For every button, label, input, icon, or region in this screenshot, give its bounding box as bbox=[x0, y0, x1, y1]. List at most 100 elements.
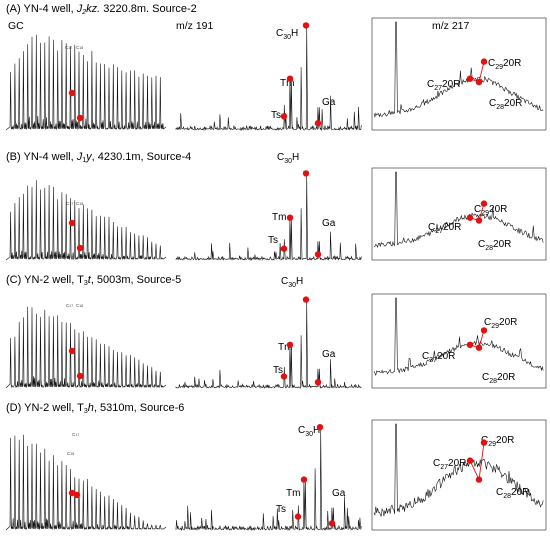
row-d-label-ga: Ga bbox=[332, 488, 346, 499]
row-b-marker-c29-20r bbox=[480, 200, 488, 207]
row-d-title: (D) YN-2 well, T3h, 5310m, Source-6 bbox=[6, 402, 184, 415]
row-c-marker-ts bbox=[280, 373, 288, 380]
column-label-gc: GC bbox=[8, 20, 24, 32]
row-b-label-c29-20r: C2920R bbox=[474, 204, 507, 217]
row-a-marker-ts bbox=[280, 113, 288, 120]
row-b-formation-rest: y bbox=[85, 151, 93, 163]
row-a-formation-sub: 2 bbox=[81, 9, 86, 16]
row-a-title: (A) YN-4 well, J2kz. 3220.8m. Source-2 bbox=[6, 3, 197, 16]
row-a-label-c27-20r: C2720R bbox=[427, 79, 460, 92]
row-b-marker-c30h bbox=[302, 170, 310, 177]
row-d-sterane-link-1 bbox=[469, 460, 480, 480]
row-a-gc-marker-1 bbox=[68, 89, 76, 97]
row-a-marker-c30h bbox=[302, 22, 310, 29]
row-d-formation-sub: 3 bbox=[84, 408, 88, 415]
row-a-mz217-trace bbox=[373, 21, 544, 118]
row-a-mz191-trace bbox=[175, 27, 362, 132]
row-b-mz217-trace bbox=[373, 171, 544, 248]
row-b-marker-ts bbox=[280, 245, 288, 252]
row-b-marker-ga bbox=[314, 251, 322, 258]
row-d-label-c28-20r: C2820R bbox=[496, 487, 529, 500]
row-a-gc-label-c18: C18 bbox=[76, 45, 83, 50]
row-b-marker-tm bbox=[286, 214, 294, 221]
row-d-gc-marker-2 bbox=[73, 491, 81, 499]
row-a-marker-ga bbox=[314, 120, 322, 127]
column-label-mz191: m/z 191 bbox=[176, 20, 214, 32]
row-a-title-post: 3220.8m. Source-2 bbox=[100, 3, 197, 15]
row-d-gc-label-c17: C17 bbox=[72, 432, 79, 437]
row-d-label-tm: Tm bbox=[286, 488, 300, 499]
row-b-gc-label-c17: C17 bbox=[66, 201, 73, 206]
row-d-marker-ga bbox=[328, 520, 336, 527]
row-b-label-c27-20r: C2720R bbox=[428, 222, 461, 235]
row-d-marker-c27-20r bbox=[466, 457, 474, 464]
row-c-mz191-trace bbox=[175, 301, 362, 389]
row-c-mz217-trace bbox=[373, 297, 544, 377]
row-d-gc-trace bbox=[5, 434, 167, 531]
row-c-formation-sub: 3 bbox=[84, 280, 88, 287]
row-d-marker-c29-20r bbox=[480, 439, 488, 446]
row-c-gc-trace bbox=[5, 306, 167, 389]
row-b-label-ts: Ts bbox=[268, 235, 278, 246]
row-a-marker-c28-20r bbox=[475, 78, 483, 86]
row-c-marker-c30h bbox=[302, 296, 310, 303]
row-b-gc-trace bbox=[5, 180, 167, 261]
row-b-title-post: , 4230.1m, Source-4 bbox=[92, 151, 192, 163]
row-a-mz217-frame bbox=[371, 17, 547, 131]
row-c-title-post: , 5003m, Source-5 bbox=[91, 274, 182, 286]
row-d-marker-tm bbox=[300, 476, 308, 483]
row-a-label-ga: Ga bbox=[322, 97, 336, 108]
row-c-title-pre: (C) YN-2 well, bbox=[6, 274, 77, 286]
row-d-formation-main: T bbox=[77, 402, 84, 414]
row-b-marker-c27-20r bbox=[466, 214, 474, 221]
row-c-gc-marker-2 bbox=[76, 372, 84, 380]
row-d-label-ts: Ts bbox=[276, 504, 286, 515]
row-a-formation-main: J bbox=[76, 3, 83, 15]
row-a-label-c30h: C30H bbox=[276, 28, 298, 41]
row-d-mz217-frame bbox=[371, 419, 547, 531]
row-b-formation-main: J bbox=[76, 151, 83, 163]
row-c-label-c30h: C30H bbox=[281, 276, 303, 289]
row-a-marker-c27-20r bbox=[466, 75, 474, 82]
row-d-title-post: , 5310m, Source-6 bbox=[94, 402, 185, 414]
row-c-formation-main: T bbox=[77, 274, 84, 286]
row-d-marker-c30h bbox=[316, 424, 324, 431]
row-b-formation-sub: 1 bbox=[82, 157, 86, 164]
row-d-label-c27-20r: C2720R bbox=[433, 458, 466, 471]
row-d-marker-ts bbox=[294, 513, 302, 520]
row-c-gc-label-c17: C17 bbox=[66, 303, 73, 308]
row-c-marker-ga bbox=[314, 379, 322, 386]
row-b-title-pre: (B) YN-4 well, bbox=[6, 151, 77, 163]
row-d-mz191-trace bbox=[175, 429, 362, 532]
row-d-gc-label-c18: C18 bbox=[67, 451, 74, 456]
row-a-gc-marker-2 bbox=[76, 114, 84, 122]
column-label-mz217: m/z 217 bbox=[432, 20, 470, 32]
row-b-label-ga: Ga bbox=[322, 218, 336, 229]
row-a-label-tm: Tm bbox=[280, 78, 294, 89]
row-a-label-c28-20r: C2820R bbox=[489, 98, 522, 111]
row-d-gc-marker-1 bbox=[68, 489, 76, 497]
row-a-marker-c29-20r bbox=[480, 58, 488, 65]
row-b-mz191-trace bbox=[175, 175, 362, 261]
row-c-gc-label-c18: C18 bbox=[76, 303, 83, 308]
row-b-gc-label-c18: C18 bbox=[76, 201, 83, 206]
row-c-gc-marker-1 bbox=[68, 347, 76, 355]
row-b-marker-c28-20r bbox=[475, 217, 483, 224]
row-c-formation-rest: t bbox=[88, 274, 92, 286]
row-d-formation-rest: h bbox=[88, 402, 94, 414]
row-c-label-c27-20r: C2720R bbox=[422, 351, 455, 364]
row-a-label-ts: Ts bbox=[271, 110, 281, 121]
row-b-title: (B) YN-4 well, J1y, 4230.1m, Source-4 bbox=[6, 151, 191, 164]
row-d-title-pre: (D) YN-2 well, bbox=[6, 402, 77, 414]
row-d-marker-c28-20r bbox=[475, 476, 483, 483]
row-a-marker-tm bbox=[286, 75, 294, 82]
row-a-gc-trace bbox=[5, 34, 167, 131]
row-b-gc-marker-1 bbox=[68, 219, 76, 227]
chromatogram-traces bbox=[5, 17, 547, 532]
row-a-title-pre: (A) YN-4 well, bbox=[6, 3, 77, 15]
row-b-label-c28-20r: C2820R bbox=[478, 239, 511, 252]
row-c-label-ga: Ga bbox=[322, 349, 336, 360]
row-b-mz217-frame bbox=[371, 167, 547, 261]
row-c-marker-c29-20r bbox=[480, 327, 488, 334]
